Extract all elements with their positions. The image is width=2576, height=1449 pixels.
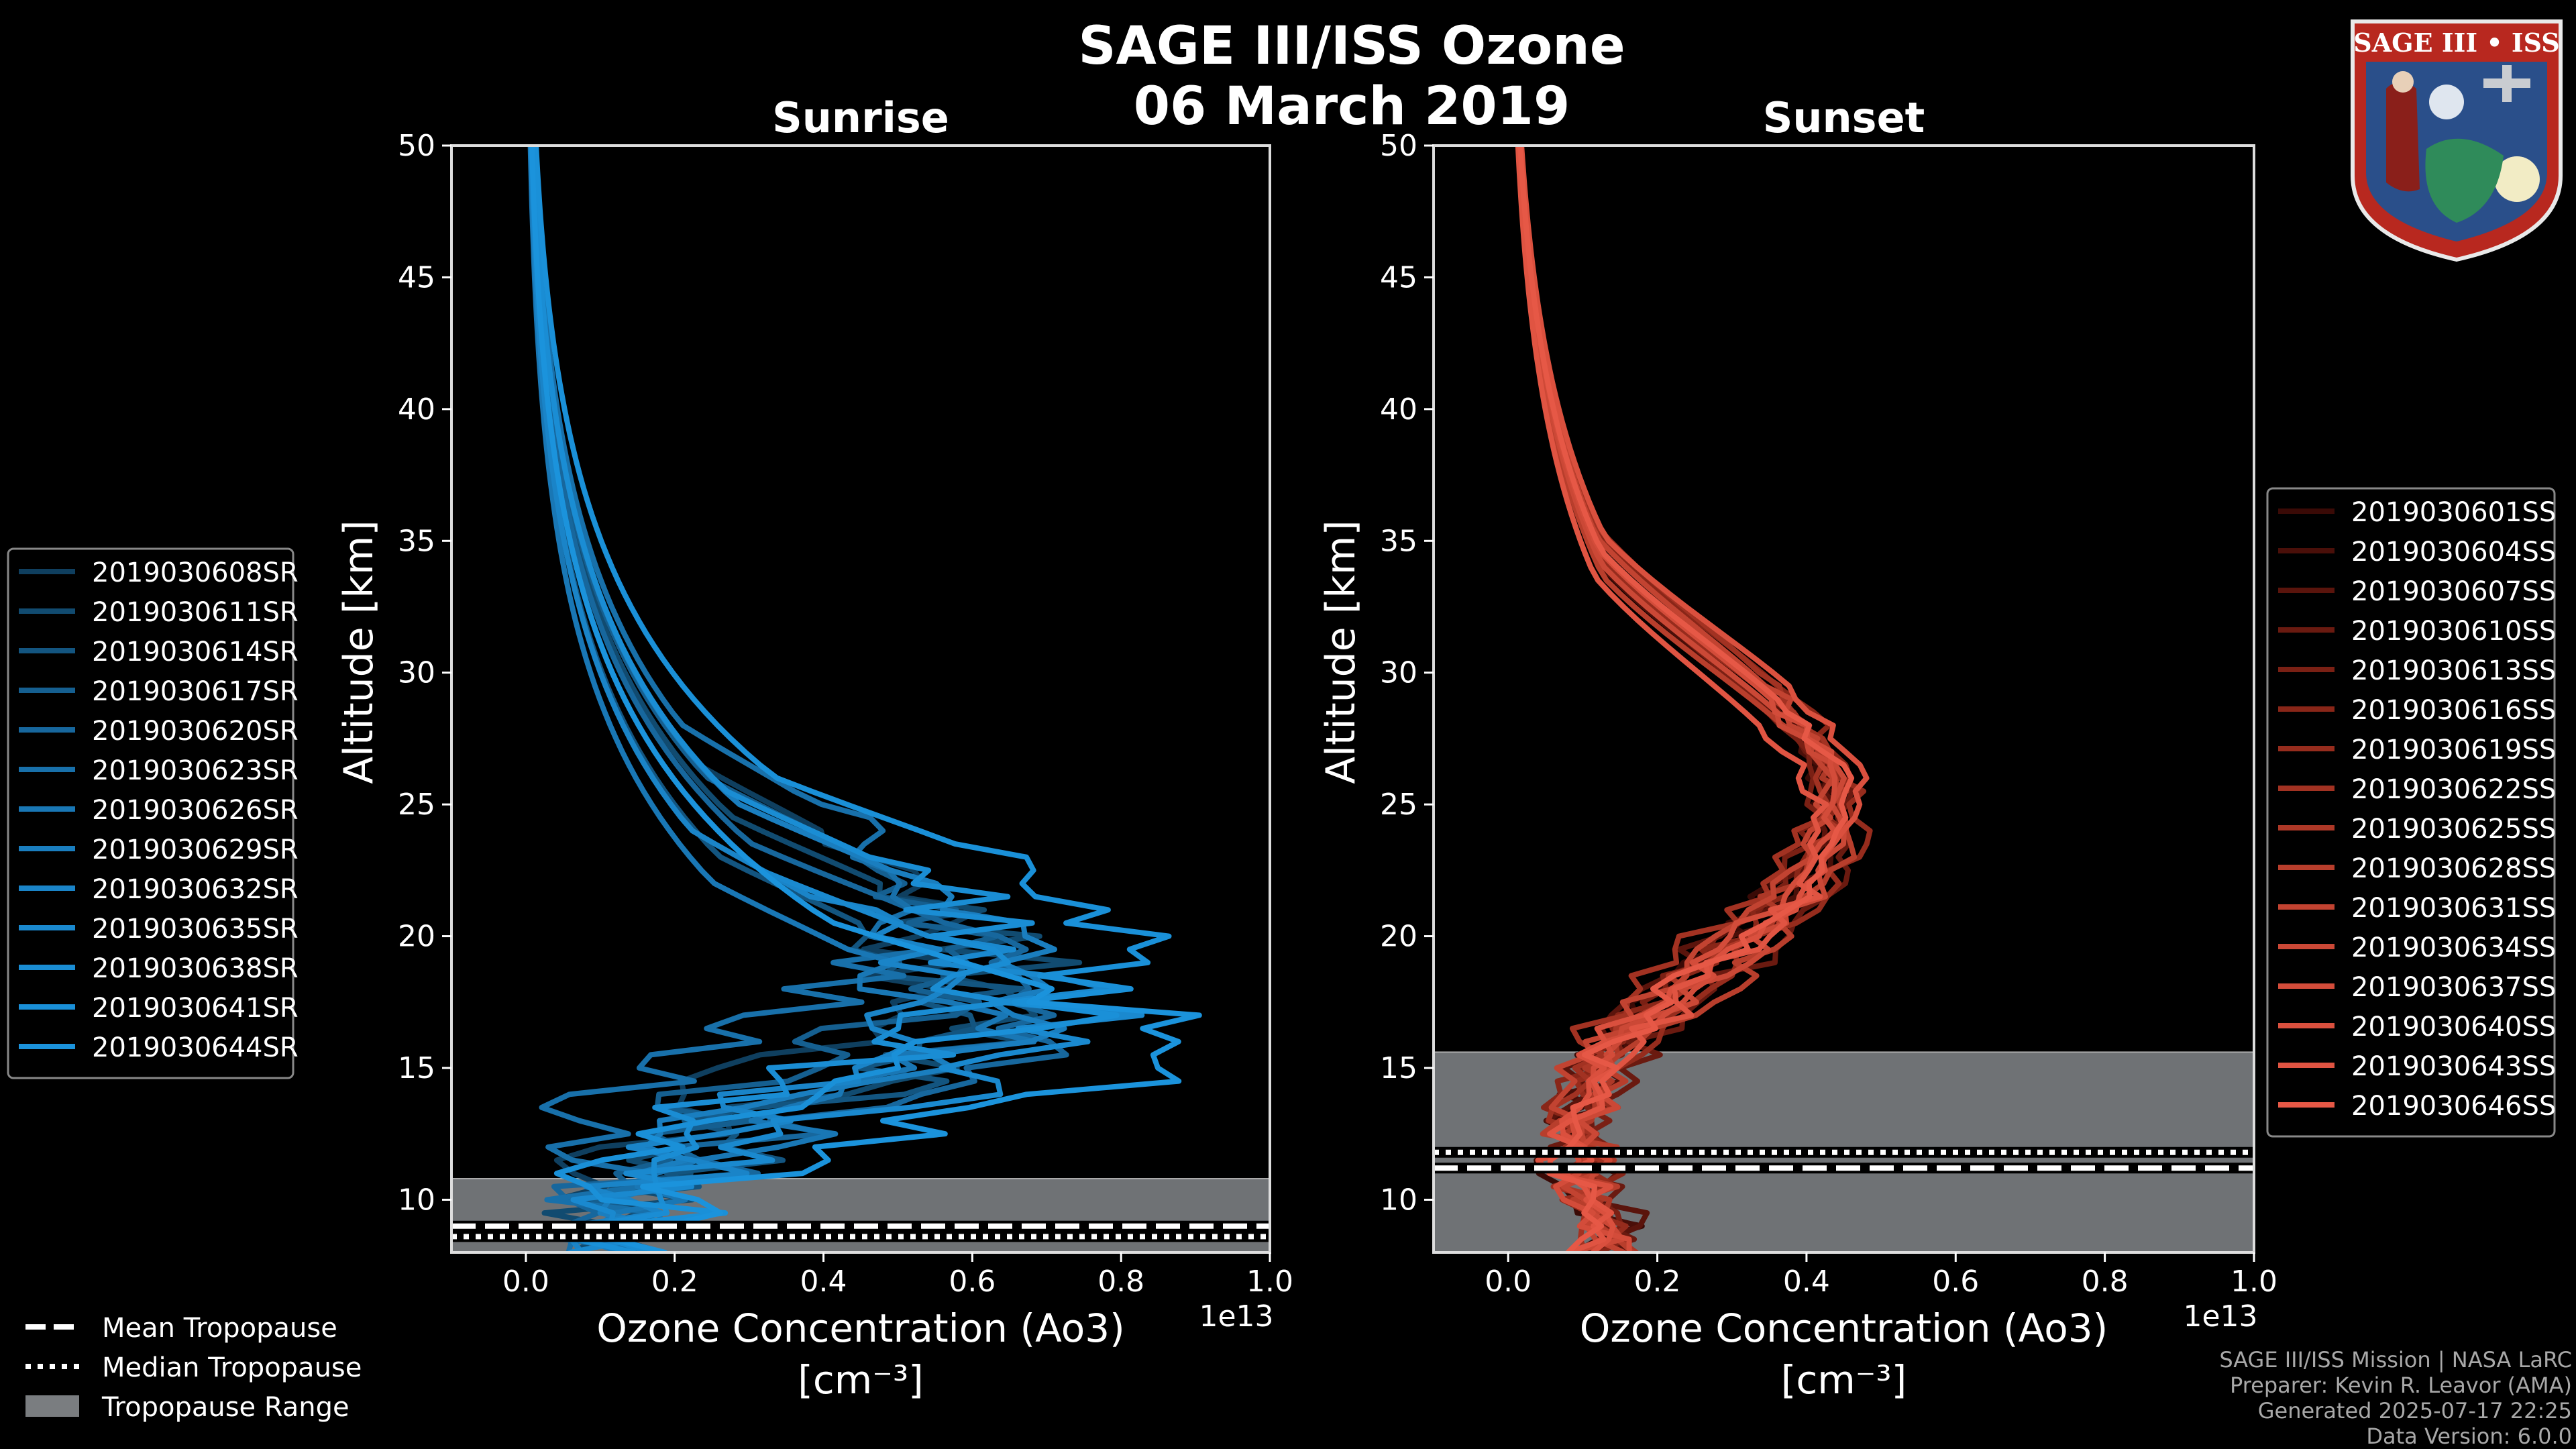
sunset-ytick-label: 30 [1380,656,1417,690]
sunset-xlabel-units: [cm⁻³] [1781,1357,1907,1403]
sunset-ytick-label: 45 [1380,260,1417,294]
sunrise-legend-label: 2019030638SR [92,953,299,984]
footer-line: Generated 2025-07-17 22:25 [2258,1398,2572,1424]
tropopause-range-label: Tropopause Range [101,1392,350,1423]
sunset-legend-label: 2019030625SS [2351,814,2556,845]
sunset-offset-label: 1e13 [2183,1299,2257,1334]
sunrise-legend-label: 2019030641SR [92,993,299,1024]
sunset-xlabel: Ozone Concentration (Ao3) [1580,1305,2108,1351]
sunrise-legend-label: 2019030644SR [92,1032,299,1063]
median-tropopause-label: Median Tropopause [102,1352,362,1383]
sunrise-legend-box [7,547,294,1079]
sunrise-legend-label: 2019030620SR [92,716,299,747]
sunrise-ytick-label: 15 [398,1051,435,1085]
sunrise-ytick-label: 35 [398,524,435,558]
sunset-series-2019030646SS [1517,146,1855,1252]
sunrise-ytick-label: 10 [398,1183,435,1217]
sunrise-xtick-label: 0.4 [800,1265,847,1299]
sunset-xtick-label: 0.0 [1485,1265,1532,1299]
sunrise-legend-label: 2019030626SR [92,795,299,826]
footer-line: Preparer: Kevin R. Leavor (AMA) [2230,1373,2572,1398]
sunset-legend-label: 2019030613SS [2351,655,2556,686]
sunset-legend-label: 2019030604SS [2351,537,2556,568]
sunset-legend: 2019030601SS 2019030604SS 2019030607SS 2019… [2266,487,2556,1138]
sunset-ytick-label: 40 [1380,392,1417,427]
sunrise-legend-label: 2019030629SR [92,835,299,865]
sunset-legend-label: 2019030631SS [2351,893,2556,924]
sunset-frame [1432,144,2255,1254]
logo-text: SAGE III • ISS [2353,28,2559,58]
sunrise-ytick-label: 20 [398,920,435,954]
sunrise-xtick-label: 0.6 [949,1265,996,1299]
sunrise-xtick-label: 0.0 [502,1265,549,1299]
sunrise-legend-label: 2019030611SR [92,597,299,628]
sunset-ytick-label: 15 [1380,1051,1417,1085]
sunrise-xlabel: Ozone Concentration (Ao3) [596,1305,1125,1351]
sunrise-legend-label: 2019030623SR [92,755,299,786]
sunset-xtick-label: 0.2 [1634,1265,1681,1299]
sunset-legend-label: 2019030634SS [2351,932,2556,963]
sunrise-legend: 2019030608SR 2019030611SR 2019030614SR 2019… [7,547,299,1079]
sunset-legend-label: 2019030646SS [2351,1091,2556,1122]
sunset-ytick-label: 20 [1380,920,1417,954]
sunrise-xtick-label: 0.8 [1097,1265,1144,1299]
sunset-xtick-label: 0.6 [1932,1265,1979,1299]
sunset-panel: 0.0 0.2 0.4 0.6 0.8 1.0 10 15 20 25 30 35 40 45 50 Suns… [1318,93,2277,1403]
sunrise-ytick-label: 30 [398,656,435,690]
sunset-series-group [1515,146,1873,1252]
sunrise-ytick-label: 45 [398,260,435,294]
footer: SAGE III/ISS Mission | NASA LaRCPreparer… [2219,1347,2572,1449]
footer-line: SAGE III/ISS Mission | NASA LaRC [2219,1347,2572,1373]
sunrise-series-group [527,146,1202,1252]
sunset-legend-label: 2019030637SS [2351,972,2556,1003]
footer-line: Data Version: 6.0.0 [2366,1424,2572,1449]
sunset-ytick-label: 50 [1380,129,1417,163]
sunset-ylabel: Altitude [km] [1318,520,1364,784]
tropopause-range-swatch [25,1395,79,1417]
sunrise-legend-label: 2019030632SR [92,874,299,905]
sunset-legend-label: 2019030616SS [2351,695,2556,726]
sunset-legend-label: 2019030601SS [2351,497,2556,528]
sunset-legend-label: 2019030628SS [2351,853,2556,884]
sunrise-panel: 0.0 0.2 0.4 0.6 0.8 1.0 10 15 20 25 30 35 40 45 50 Sunr… [335,93,1293,1403]
figure-title-line1: SAGE III/ISS Ozone [1078,16,1625,76]
sunrise-ytick-label: 25 [398,788,435,822]
sunrise-offset-label: 1e13 [1199,1299,1273,1334]
sunrise-legend-label: 2019030608SR [92,557,299,588]
figure-title-line2: 06 March 2019 [1134,76,1570,137]
sunset-legend-label: 2019030640SS [2351,1012,2556,1042]
sunrise-ylabel: Altitude [km] [335,520,382,784]
sunrise-xtick-label: 0.2 [651,1265,698,1299]
sunset-legend-label: 2019030619SS [2351,735,2556,765]
sunrise-frame [450,144,1271,1254]
sage-iii-iss-mission-logo: SAGE III • ISS [2351,19,2563,262]
sunrise-xlabel-units: [cm⁻³] [798,1357,924,1403]
sunrise-title: Sunrise [772,93,949,142]
sunset-legend-label: 2019030610SS [2351,616,2556,647]
sunset-legend-label: 2019030643SS [2351,1051,2556,1082]
sunset-legend-label: 2019030622SS [2351,774,2556,805]
sunset-ytick-label: 35 [1380,524,1417,558]
sunset-series-2019030640SS [1519,146,1870,1252]
sunrise-xtick-label: 1.0 [1246,1265,1293,1299]
sunset-xtick-label: 1.0 [2231,1265,2277,1299]
sunrise-legend-label: 2019030635SR [92,914,299,945]
sunrise-series-2019030644SR [529,146,1202,1252]
sunrise-ytick-label: 50 [398,129,435,163]
sunset-xtick-label: 0.8 [2082,1265,2129,1299]
tropopause-legend: Mean Tropopause Median Tropopause Tropopau… [25,1313,362,1423]
sunset-ytick-label: 25 [1380,788,1417,822]
sunrise-series-2019030638SR [531,146,1035,1252]
sunrise-legend-label: 2019030617SR [92,676,299,707]
sunrise-legend-label: 2019030614SR [92,637,299,667]
sunset-title: Sunset [1763,93,1925,142]
sunset-xtick-label: 0.4 [1783,1265,1830,1299]
sunrise-ytick-label: 40 [398,392,435,427]
mean-tropopause-label: Mean Tropopause [102,1313,337,1344]
sunrise-series-2019030641SR [533,146,1172,1252]
sunset-legend-label: 2019030607SS [2351,576,2556,607]
sunset-ytick-label: 10 [1380,1183,1417,1217]
sunset-legend-box [2266,487,2556,1138]
